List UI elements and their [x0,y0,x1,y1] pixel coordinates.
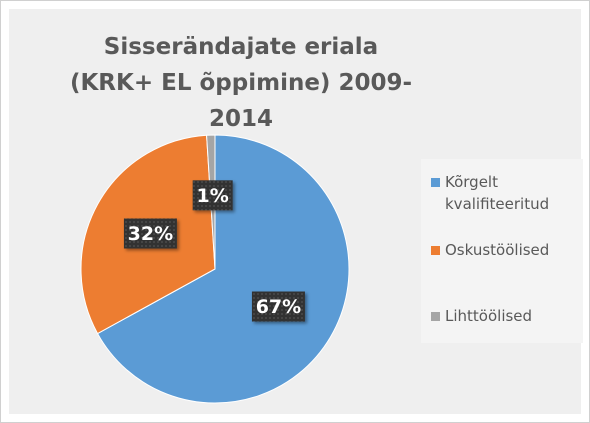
legend-label: Kõrgelt kvalifiteeritud [445,173,550,213]
data-label-box [192,180,233,211]
legend: Kõrgelt kvalifiteeritud Oskustöölised Liht… [421,159,583,343]
chart-title: Sisserändajate eriala (KRK+ EL õppimine)… [69,34,413,132]
legend-entry: Kõrgelt kvalifiteeritud [431,171,589,215]
legend-entry: Oskustöölised [431,239,589,261]
pie-slice [96,134,350,404]
data-label: 1% [197,185,229,207]
legend-swatch [431,246,440,255]
data-label: 67% [256,296,301,318]
legend-swatch [431,312,440,321]
data-label-box [251,291,305,322]
data-label: 32% [128,223,173,245]
legend-label: Lihttöölised [445,307,533,325]
legend-swatch [431,178,440,187]
legend-label: Oskustöölised [445,241,550,259]
legend-entry: Lihttöölised [431,305,589,327]
data-label-box [123,218,177,249]
